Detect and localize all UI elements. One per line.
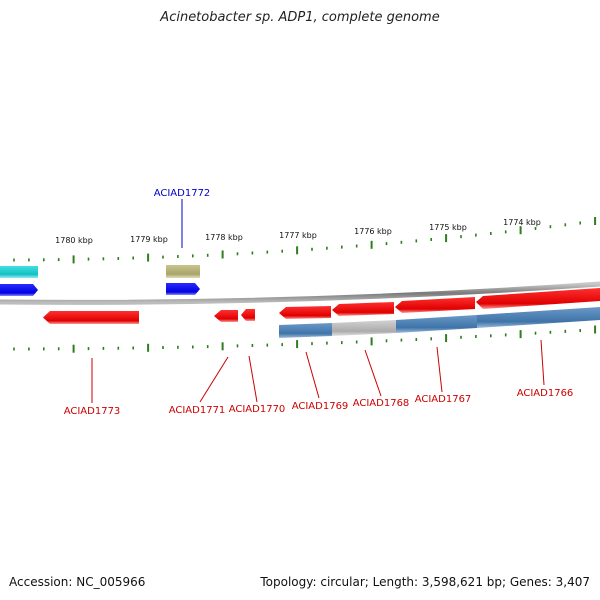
gene-label-aciad1769[interactable]: ACIAD1769 [292,401,349,412]
label-leader-line [199,356,229,403]
forward-gene-arrow [0,284,38,296]
scale-label: 1779 kbp [130,235,168,244]
label-leader-line [248,355,258,403]
scale-label: 1777 kbp [279,231,317,240]
scale-label: 1780 kbp [55,236,93,245]
forward-gene-arrow-aciad1772 [166,283,200,295]
reverse-gene-arrow-aciad1767 [395,297,475,313]
gene-label-aciad1770[interactable]: ACIAD1770 [229,404,286,415]
tick-ring-outer [13,217,597,264]
genome-backbone [0,281,600,305]
gene-label-aciad1773[interactable]: ACIAD1773 [64,406,121,417]
reverse-gene-arrow-aciad1769 [279,306,331,319]
accession-text: Accession: NC_005966 [9,575,146,589]
scale-label: 1774 kbp [503,218,541,227]
gene-label-aciad1772[interactable]: ACIAD1772 [154,188,211,199]
grey-feature [332,320,396,336]
reverse-gene-arrow-aciad1771 [214,310,238,322]
scale-label: 1778 kbp [205,233,243,242]
olive-feature [166,265,200,278]
gene-labels-reverse: ACIAD1773 ACIAD1771 ACIAD1770 ACIAD1769 … [64,339,574,417]
reverse-gene-arrow-aciad1768 [332,302,394,316]
scale-labels: 1780 kbp 1779 kbp 1778 kbp 1777 kbp 1776… [55,218,541,245]
map-title: Acinetobacter sp. ADP1, complete genome [160,10,440,25]
gene-label-aciad1767[interactable]: ACIAD1767 [415,394,472,405]
tick-ring-inner [13,325,597,353]
label-leader-line [305,351,320,399]
gene-label-aciad1766[interactable]: ACIAD1766 [517,388,574,399]
label-leader-line [436,346,443,393]
genome-stats-text: Topology: circular; Length: 3,598,621 bp… [260,575,590,589]
reverse-gene-arrow-aciad1773 [43,311,139,324]
scale-label: 1775 kbp [429,223,467,232]
steel-feature [477,307,600,328]
reverse-gene-arrow-aciad1770 [241,309,255,321]
label-leader-line [540,339,545,386]
scale-label: 1776 kbp [354,227,392,236]
gene-label-aciad1771[interactable]: ACIAD1771 [169,405,226,416]
steel-feature [396,315,477,333]
forward-strand-features [0,265,200,296]
gene-label-aciad1768[interactable]: ACIAD1768 [353,398,410,409]
reverse-gene-arrow-aciad1766 [476,288,600,309]
reverse-strand-features [43,288,600,338]
gene-label-forward: ACIAD1772 [154,188,211,248]
label-leader-line [364,349,382,397]
steel-feature [279,323,332,338]
cyan-feature [0,266,38,278]
